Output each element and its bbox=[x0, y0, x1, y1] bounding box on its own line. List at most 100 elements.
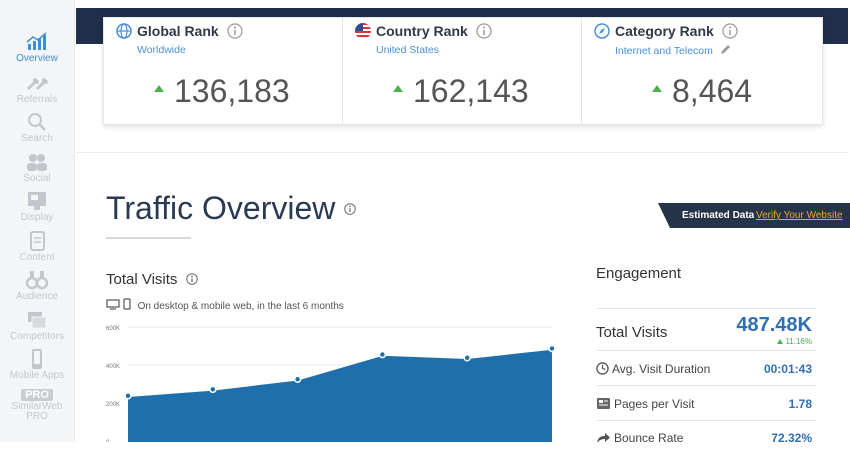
metric-value: 00:01:43 bbox=[763, 362, 812, 376]
info-icon[interactable] bbox=[344, 203, 357, 215]
sidebar-item-similarweb-pro[interactable]: PRO SimilarWeb PRO bbox=[0, 389, 74, 422]
y-tick-label: 0 bbox=[106, 440, 110, 442]
sidebar-item-label: Competitors bbox=[10, 331, 64, 342]
engagement-row: Avg. Visit Duration 00:01:43 bbox=[596, 350, 816, 386]
y-tick-label: 600K bbox=[106, 326, 120, 332]
sidebar-item-referrals[interactable]: Referrals bbox=[0, 73, 74, 105]
chart-bars-icon bbox=[26, 32, 47, 50]
clock-icon bbox=[596, 362, 609, 375]
page-title-text: Traffic Overview bbox=[106, 190, 336, 226]
sidebar-item-overview[interactable]: Overview bbox=[0, 32, 74, 64]
sidebar-item-label: Mobile Apps bbox=[9, 370, 65, 381]
trend-up-icon bbox=[777, 339, 784, 344]
sidebar-item-display[interactable]: Display bbox=[0, 191, 74, 223]
data-point[interactable] bbox=[378, 350, 387, 359]
metric-label-text: Pages per Visit bbox=[614, 397, 695, 411]
category-rank-panel: Category Rank Internet and Telecom 8,464 bbox=[581, 18, 823, 124]
rank-title-text: Global Rank bbox=[137, 23, 219, 39]
binoculars-icon bbox=[25, 271, 49, 290]
data-point[interactable] bbox=[124, 392, 132, 400]
data-point[interactable] bbox=[209, 385, 217, 394]
estimated-data-label: Estimated Data bbox=[682, 210, 755, 221]
desktop-icon bbox=[106, 299, 120, 310]
engagement-total-visits-value: 487.48K bbox=[736, 314, 812, 336]
y-axis-ticks: 600K 400K 200K 0 bbox=[106, 326, 120, 442]
rank-title-text: Category Rank bbox=[615, 23, 714, 39]
compass-icon bbox=[594, 23, 610, 39]
trend-up-icon bbox=[393, 85, 403, 92]
sidebar-item-search[interactable]: Search bbox=[0, 112, 74, 144]
total-visits-subtitle: On desktop & mobile web, in the last 6 m… bbox=[106, 298, 344, 312]
rank-value: 162,143 bbox=[393, 73, 529, 110]
total-visits-text: Total Visits bbox=[106, 271, 178, 288]
info-icon[interactable] bbox=[476, 23, 492, 39]
section-divider bbox=[76, 152, 848, 153]
metric-value: 72.32% bbox=[771, 431, 812, 445]
rank-number: 162,143 bbox=[413, 73, 529, 109]
engagement-row: Pages per Visit 1.78 bbox=[596, 385, 816, 421]
rank-number: 136,183 bbox=[174, 73, 290, 109]
sidebar-item-social[interactable]: Social bbox=[0, 152, 74, 184]
y-tick-label: 400K bbox=[106, 364, 120, 370]
rank-subtitle[interactable]: Internet and Telecom bbox=[615, 44, 731, 57]
info-icon[interactable] bbox=[185, 273, 198, 285]
engagement-total-visits-label: Total Visits bbox=[596, 324, 668, 341]
title-underline bbox=[106, 237, 191, 239]
data-point[interactable] bbox=[293, 375, 302, 383]
sidebar-item-label: Referrals bbox=[16, 94, 58, 105]
data-point[interactable] bbox=[548, 344, 556, 353]
rank-value: 136,183 bbox=[154, 73, 290, 110]
mobile-icon bbox=[123, 298, 131, 310]
rank-title-text: Country Rank bbox=[376, 23, 468, 39]
rank-title: Global Rank bbox=[116, 23, 248, 39]
visits-change-text: 11.16% bbox=[785, 337, 812, 346]
category-link[interactable]: Internet and Telecom bbox=[615, 45, 713, 57]
sidebar-item-label: Social bbox=[23, 173, 51, 184]
info-icon[interactable] bbox=[722, 23, 738, 39]
bounce-arrow-icon bbox=[597, 433, 610, 443]
rank-title: Category Rank bbox=[594, 23, 743, 39]
sidebar-item-label: SimilarWeb bbox=[11, 401, 63, 412]
globe-icon bbox=[116, 23, 132, 39]
sidebar-nav: Overview Referrals Search Social Display bbox=[0, 0, 75, 442]
metric-value: 1.78 bbox=[788, 397, 812, 411]
sidebar-item-competitors[interactable]: Competitors bbox=[0, 310, 74, 342]
sidebar-item-label: Display bbox=[20, 212, 54, 223]
sidebar-item-label: Audience bbox=[16, 291, 58, 302]
engagement-total-visits-row: Total Visits 487.48K 11.16% bbox=[596, 308, 816, 351]
estimated-data-banner: Estimated Data Verify Your Website bbox=[658, 203, 850, 228]
trend-up-icon bbox=[652, 85, 662, 92]
arrows-icon bbox=[26, 78, 48, 91]
pro-badge: PRO bbox=[21, 389, 53, 401]
metric-label-text: Avg. Visit Duration bbox=[612, 362, 711, 376]
visits-change-badge: 11.16% bbox=[777, 337, 812, 346]
search-icon bbox=[28, 113, 46, 131]
document-icon bbox=[30, 231, 45, 251]
page-title: Traffic Overview bbox=[106, 190, 357, 227]
rank-card: Global Rank Worldwide 136,183 Country Ra… bbox=[103, 17, 823, 125]
rank-title: Country Rank bbox=[355, 23, 497, 39]
total-visits-heading: Total Visits bbox=[106, 271, 198, 288]
subtitle-text: On desktop & mobile web, in the last 6 m… bbox=[137, 301, 344, 312]
engagement-title: Engagement bbox=[596, 265, 682, 282]
sidebar-item-audience[interactable]: Audience bbox=[0, 270, 74, 302]
rank-value: 8,464 bbox=[652, 73, 752, 110]
sidebar-item-label: Overview bbox=[16, 53, 58, 64]
rank-subtitle[interactable]: United States bbox=[376, 44, 440, 56]
rank-number: 8,464 bbox=[672, 73, 753, 109]
sidebar-item-content[interactable]: Content bbox=[0, 231, 74, 263]
pencil-icon[interactable] bbox=[720, 44, 731, 55]
verify-website-link[interactable]: Verify Your Website bbox=[756, 210, 843, 221]
metric-label: Pages per Visit bbox=[596, 397, 695, 411]
display-ad-icon bbox=[28, 192, 46, 210]
pages-icon bbox=[597, 398, 610, 409]
data-point[interactable] bbox=[463, 354, 471, 362]
rank-subtitle[interactable]: Worldwide bbox=[137, 44, 186, 56]
sidebar-item-mobile-apps[interactable]: Mobile Apps bbox=[0, 349, 74, 381]
y-tick-label: 200K bbox=[106, 402, 120, 408]
metric-label: Bounce Rate bbox=[596, 431, 683, 445]
info-icon[interactable] bbox=[227, 23, 243, 39]
people-icon bbox=[27, 154, 47, 171]
global-rank-panel: Global Rank Worldwide 136,183 bbox=[104, 18, 342, 124]
sidebar-item-label: Search bbox=[21, 133, 53, 144]
